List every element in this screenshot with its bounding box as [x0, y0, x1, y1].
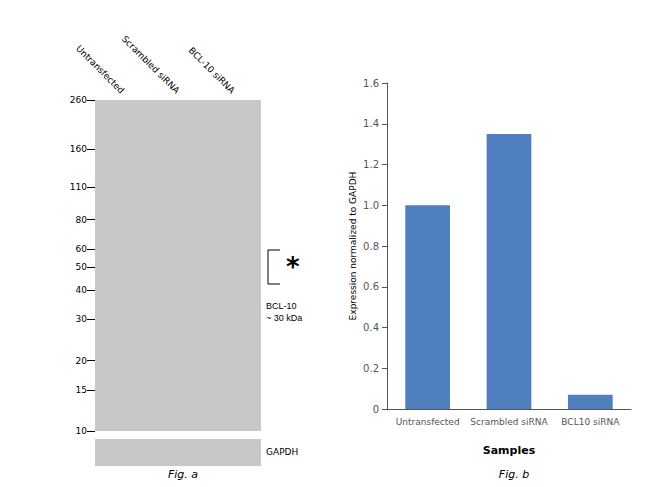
svg-text:50: 50: [76, 262, 88, 272]
svg-text:1.0: 1.0: [363, 200, 379, 211]
svg-text:Fig. a: Fig. a: [168, 468, 198, 481]
svg-text:0.2: 0.2: [363, 363, 379, 374]
svg-text:BCL-10: BCL-10: [266, 301, 297, 311]
svg-text:30: 30: [76, 314, 88, 324]
svg-text:Untransfected: Untransfected: [74, 43, 126, 95]
svg-text:1.4: 1.4: [363, 118, 379, 129]
svg-text:GAPDH: GAPDH: [266, 447, 298, 457]
svg-text:60: 60: [76, 244, 88, 254]
svg-text:BCL10 siRNA: BCL10 siRNA: [561, 417, 620, 427]
svg-text:1.6: 1.6: [363, 78, 379, 89]
svg-text:Scrambled siRNA: Scrambled siRNA: [470, 417, 548, 427]
svg-text:40: 40: [76, 285, 88, 295]
svg-text:10: 10: [76, 426, 88, 436]
svg-text:Scrambled siRNA: Scrambled siRNA: [120, 34, 182, 96]
svg-text:Untransfected: Untransfected: [396, 417, 460, 427]
svg-text:0.4: 0.4: [363, 322, 379, 333]
svg-text:0.6: 0.6: [363, 281, 379, 292]
svg-text:Samples: Samples: [483, 444, 536, 457]
svg-text:80: 80: [76, 215, 88, 225]
svg-text:160: 160: [70, 144, 87, 154]
svg-text:15: 15: [76, 385, 87, 395]
svg-text:20: 20: [76, 356, 88, 366]
svg-text:*: *: [286, 252, 300, 282]
svg-text:260: 260: [70, 95, 87, 105]
svg-text:110: 110: [70, 182, 87, 192]
svg-text:BCL-10 siRNA: BCL-10 siRNA: [187, 45, 238, 96]
svg-text:Expression normalized to GAPDH: Expression normalized to GAPDH: [348, 172, 358, 321]
svg-text:0: 0: [373, 404, 379, 415]
svg-text:0.8: 0.8: [363, 241, 379, 252]
svg-text:Fig. b: Fig. b: [499, 468, 529, 481]
svg-text:~ 30 kDa: ~ 30 kDa: [266, 313, 302, 323]
svg-text:1.2: 1.2: [363, 159, 379, 170]
